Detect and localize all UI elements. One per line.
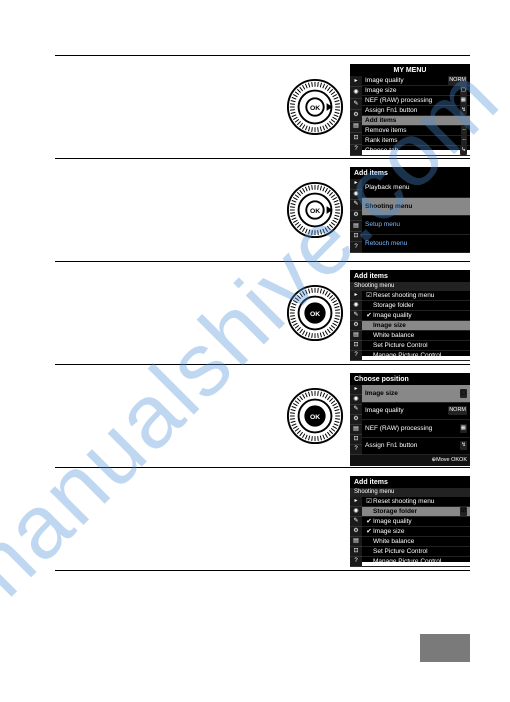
menu-row: White balance xyxy=(362,537,470,547)
screen-title: Add items xyxy=(350,476,470,488)
camera-screen-5: Add items Shooting menu ▸◉✎⚙▤⊡? ☑Reset s… xyxy=(350,476,470,562)
menu-row: Image size xyxy=(362,321,470,331)
menu-row: Set Picture Control xyxy=(362,341,470,351)
screen-icon-column: ▸◉✎⚙▤⊡? xyxy=(350,291,362,361)
multi-selector-dial: OK xyxy=(286,387,344,445)
menu-row: Add items xyxy=(362,116,470,126)
menu-row: Manage Picture Control xyxy=(362,557,470,567)
menu-row: ✔Image quality xyxy=(362,311,470,321)
screen-icon-column: ▸◉✎⚙▤⊡? xyxy=(350,179,362,253)
menu-row: NEF (RAW) processing▦ xyxy=(362,420,470,438)
screen-rows: ☑Reset shooting menuStorage folder✔Image… xyxy=(362,291,470,361)
screen-title: MY MENU xyxy=(350,64,470,76)
step-5: Add items Shooting menu ▸◉✎⚙▤⊡? ☑Reset s… xyxy=(55,467,470,571)
screen-title: Add items xyxy=(350,270,470,282)
menu-row: Setup menu xyxy=(362,216,470,235)
menu-row: Storage folder☑ xyxy=(362,507,470,517)
menu-row: Rank items-- xyxy=(362,136,470,146)
menu-row: NEF (RAW) processing▦ xyxy=(362,96,470,106)
multi-selector-dial: OK xyxy=(286,284,344,342)
screen-rows: Playback menuShooting menuSetup menuReto… xyxy=(362,179,470,253)
camera-screen-1: MY MENU ▸◉✎⚙▤⊡? Image qualityNORMImage s… xyxy=(350,64,470,150)
svg-text:OK: OK xyxy=(310,208,320,215)
menu-row: Image size▢ xyxy=(362,86,470,96)
screen-icon-column: ▸◉✎⚙▤⊡? xyxy=(350,385,362,455)
menu-row: Image qualityNORM xyxy=(362,76,470,86)
menu-row: Retouch menu xyxy=(362,235,470,254)
menu-row: Assign Fn1 button↯ xyxy=(362,438,470,456)
menu-row: ☑Reset shooting menu xyxy=(362,497,470,507)
menu-row: Remove items-- xyxy=(362,126,470,136)
screen-footer: ⊕Move OKOK xyxy=(350,455,470,466)
screen-title: Add items xyxy=(350,167,470,179)
menu-row: Image qualityNORM xyxy=(362,403,470,421)
screen-subtitle: Shooting menu xyxy=(350,488,470,497)
ok-label: OK xyxy=(310,105,320,112)
step-2: OK Add items ▸◉✎⚙▤⊡? Playback menuShooti… xyxy=(55,158,470,261)
menu-row: Shooting menu xyxy=(362,198,470,217)
screen-subtitle: Shooting menu xyxy=(350,282,470,291)
screen-title: Choose position xyxy=(350,373,470,385)
screen-icon-column: ▸◉✎⚙▤⊡? xyxy=(350,76,362,156)
svg-text:OK: OK xyxy=(310,311,320,318)
multi-selector-dial: OK xyxy=(286,181,344,239)
menu-row: Assign Fn1 button↯ xyxy=(362,106,470,116)
camera-screen-3: Add items Shooting menu ▸◉✎⚙▤⊡? ☑Reset s… xyxy=(350,270,470,356)
page: OK MY MENU ▸◉✎⚙▤⊡? Image qualityNORMImag… xyxy=(0,0,510,702)
menu-row: Storage folder xyxy=(362,301,470,311)
step-4: OK Choose position ▸◉✎⚙▤⊡? Image size▢Im… xyxy=(55,364,470,467)
menu-row: White balance xyxy=(362,331,470,341)
screen-rows: ☑Reset shooting menuStorage folder☑✔Imag… xyxy=(362,497,470,567)
multi-selector-dial: OK xyxy=(286,78,344,136)
menu-row: Manage Picture Control xyxy=(362,351,470,361)
menu-row: ✔Image quality xyxy=(362,517,470,527)
screen-icon-column: ▸◉✎⚙▤⊡? xyxy=(350,497,362,567)
menu-row: Playback menu xyxy=(362,179,470,198)
menu-row: ✔Image size xyxy=(362,527,470,537)
svg-text:OK: OK xyxy=(310,414,320,421)
menu-row: ☑Reset shooting menu xyxy=(362,291,470,301)
menu-row: Image size▢ xyxy=(362,385,470,403)
step-1: OK MY MENU ▸◉✎⚙▤⊡? Image qualityNORMImag… xyxy=(55,55,470,158)
camera-screen-2: Add items ▸◉✎⚙▤⊡? Playback menuShooting … xyxy=(350,167,470,253)
page-tab xyxy=(420,634,470,662)
screen-rows: Image qualityNORMImage size▢NEF (RAW) pr… xyxy=(362,76,470,156)
step-3: OK Add items Shooting menu ▸◉✎⚙▤⊡? ☑Rese… xyxy=(55,261,470,364)
menu-row: Choose tab↳ xyxy=(362,146,470,156)
menu-row: Set Picture Control xyxy=(362,547,470,557)
screen-rows: Image size▢Image qualityNORMNEF (RAW) pr… xyxy=(362,385,470,455)
camera-screen-4: Choose position ▸◉✎⚙▤⊡? Image size▢Image… xyxy=(350,373,470,459)
